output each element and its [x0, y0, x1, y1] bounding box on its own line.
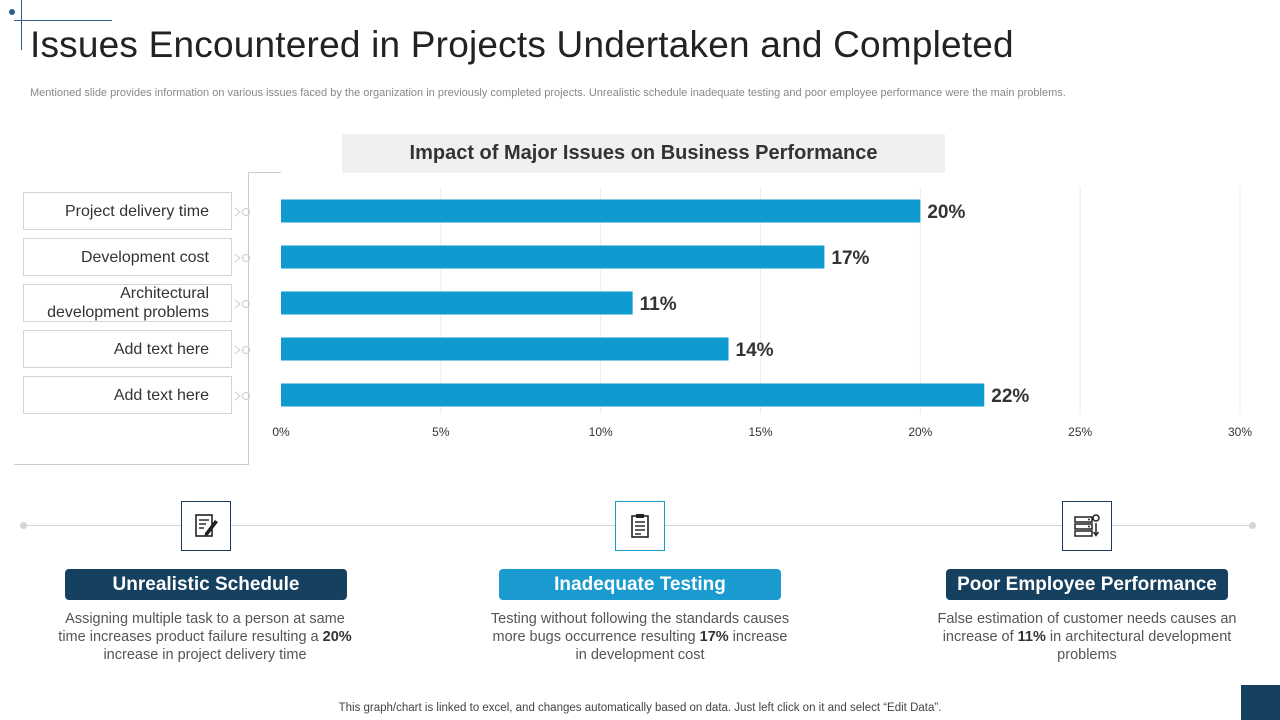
corner-decoration-line [21, 0, 22, 50]
card-description: Testing without following the standards … [490, 610, 790, 664]
category-label-line: Architectural [120, 285, 209, 302]
timeline-dot [20, 522, 27, 529]
category-label: Project delivery time [23, 192, 232, 230]
x-tick-label: 0% [272, 425, 290, 439]
category-label-text: Add text here [113, 386, 209, 404]
card-description-text: increase in project delivery time [103, 647, 307, 663]
data-label: 17% [831, 248, 869, 269]
card-description-highlight: 20% [322, 629, 352, 645]
category-label: Architectural development problems [23, 284, 232, 322]
chart-title: Impact of Major Issues on Business Perfo… [342, 134, 945, 173]
card-title-unrealistic-schedule: Unrealistic Schedule [65, 569, 347, 600]
card-description-text: increase in development cost [575, 629, 788, 663]
connector-icon [234, 345, 250, 355]
document-list-icon [631, 514, 649, 538]
card-title-inadequate-testing: Inadequate Testing [499, 569, 781, 600]
connector-icon [234, 207, 250, 217]
chart-label-bracket [14, 172, 249, 465]
data-label: 11% [640, 294, 677, 315]
bar [281, 291, 633, 315]
x-tick-label: 10% [589, 425, 613, 439]
category-label: Development cost [23, 238, 232, 276]
category-label-text: Add text here [113, 340, 209, 358]
x-tick-label: 5% [432, 425, 450, 439]
data-label: 22% [991, 386, 1029, 407]
bar [281, 199, 921, 223]
data-label: 20% [927, 202, 965, 223]
connector-icon [234, 391, 250, 401]
category-label-text: Project delivery time [64, 202, 209, 220]
page-subtitle: Mentioned slide provides information on … [30, 87, 1066, 99]
card-description-highlight: 17% [699, 629, 729, 645]
x-tick-label: 20% [908, 425, 932, 439]
document-edit-icon [195, 514, 218, 537]
page-title: Issues Encountered in Projects Undertake… [30, 24, 1014, 65]
corner-decoration-dot [9, 9, 15, 15]
card-description-text: False estimation of customer needs cause… [937, 611, 1237, 645]
bar [281, 383, 985, 407]
timeline-dot [1249, 522, 1256, 529]
card-icon-box [181, 501, 231, 551]
server-settings-icon [1074, 514, 1100, 537]
category-label-text: Architectural development problems [47, 284, 209, 322]
category-label: Add text here [23, 376, 232, 414]
category-label: Add text here [23, 330, 232, 368]
x-tick-label: 30% [1228, 425, 1252, 439]
bar [281, 245, 825, 269]
connector-icon [234, 253, 250, 263]
x-tick-label: 15% [748, 425, 772, 439]
card-description: Assigning multiple task to a person at s… [55, 610, 355, 664]
card-description-text: in architectural development problems [1045, 629, 1232, 663]
x-tick-label: 25% [1068, 425, 1092, 439]
corner-block [1241, 685, 1280, 720]
card-title-poor-employee-performance: Poor Employee Performance [946, 569, 1228, 600]
card-icon-box [1062, 501, 1112, 551]
card-description-text: Testing without following the standards … [490, 611, 790, 645]
connector-icon [234, 299, 250, 309]
card-description-highlight: 11% [1017, 629, 1046, 645]
chart-label-bracket-top [248, 172, 281, 173]
footer-note: This graph/chart is linked to excel, and… [338, 702, 942, 714]
bar [281, 337, 729, 361]
corner-decoration-line [14, 20, 112, 21]
card-description: False estimation of customer needs cause… [937, 610, 1237, 664]
category-label-line: development problems [47, 304, 209, 321]
category-label-text: Development cost [80, 248, 209, 266]
card-icon-box [615, 501, 665, 551]
data-label: 14% [736, 340, 774, 361]
card-description-text: Assigning multiple task to a person at s… [58, 611, 345, 645]
bar-chart: 0% 5% 10% 15% 20% 25% 30% 20% 17% 11% 14% 22% [272, 187, 1252, 439]
